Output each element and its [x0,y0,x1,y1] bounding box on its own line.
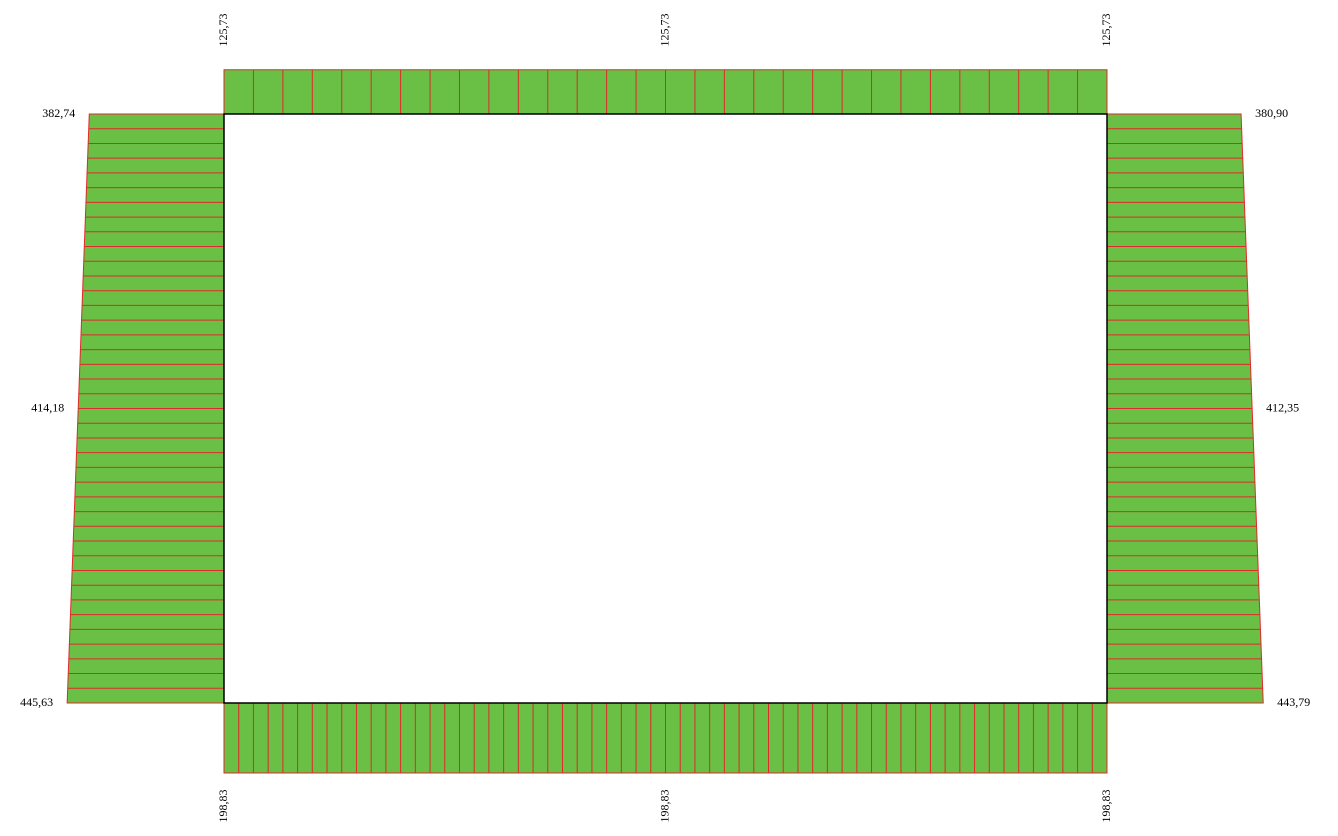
value-label: 380,90 [1255,106,1288,120]
value-label: 382,74 [42,106,75,120]
value-label: 443,79 [1277,695,1310,709]
force-diagram [66,69,1264,774]
value-label: 412,35 [1266,400,1299,414]
value-label: 414,18 [31,400,64,414]
value-label: 125,73 [657,14,671,47]
value-label: 198,83 [657,790,671,823]
value-label: 125,73 [1099,14,1113,47]
frame [223,113,1108,704]
value-label: 198,83 [1099,790,1113,823]
value-label: 445,63 [20,695,53,709]
value-label: 198,83 [216,790,230,823]
value-label: 125,73 [216,14,230,47]
